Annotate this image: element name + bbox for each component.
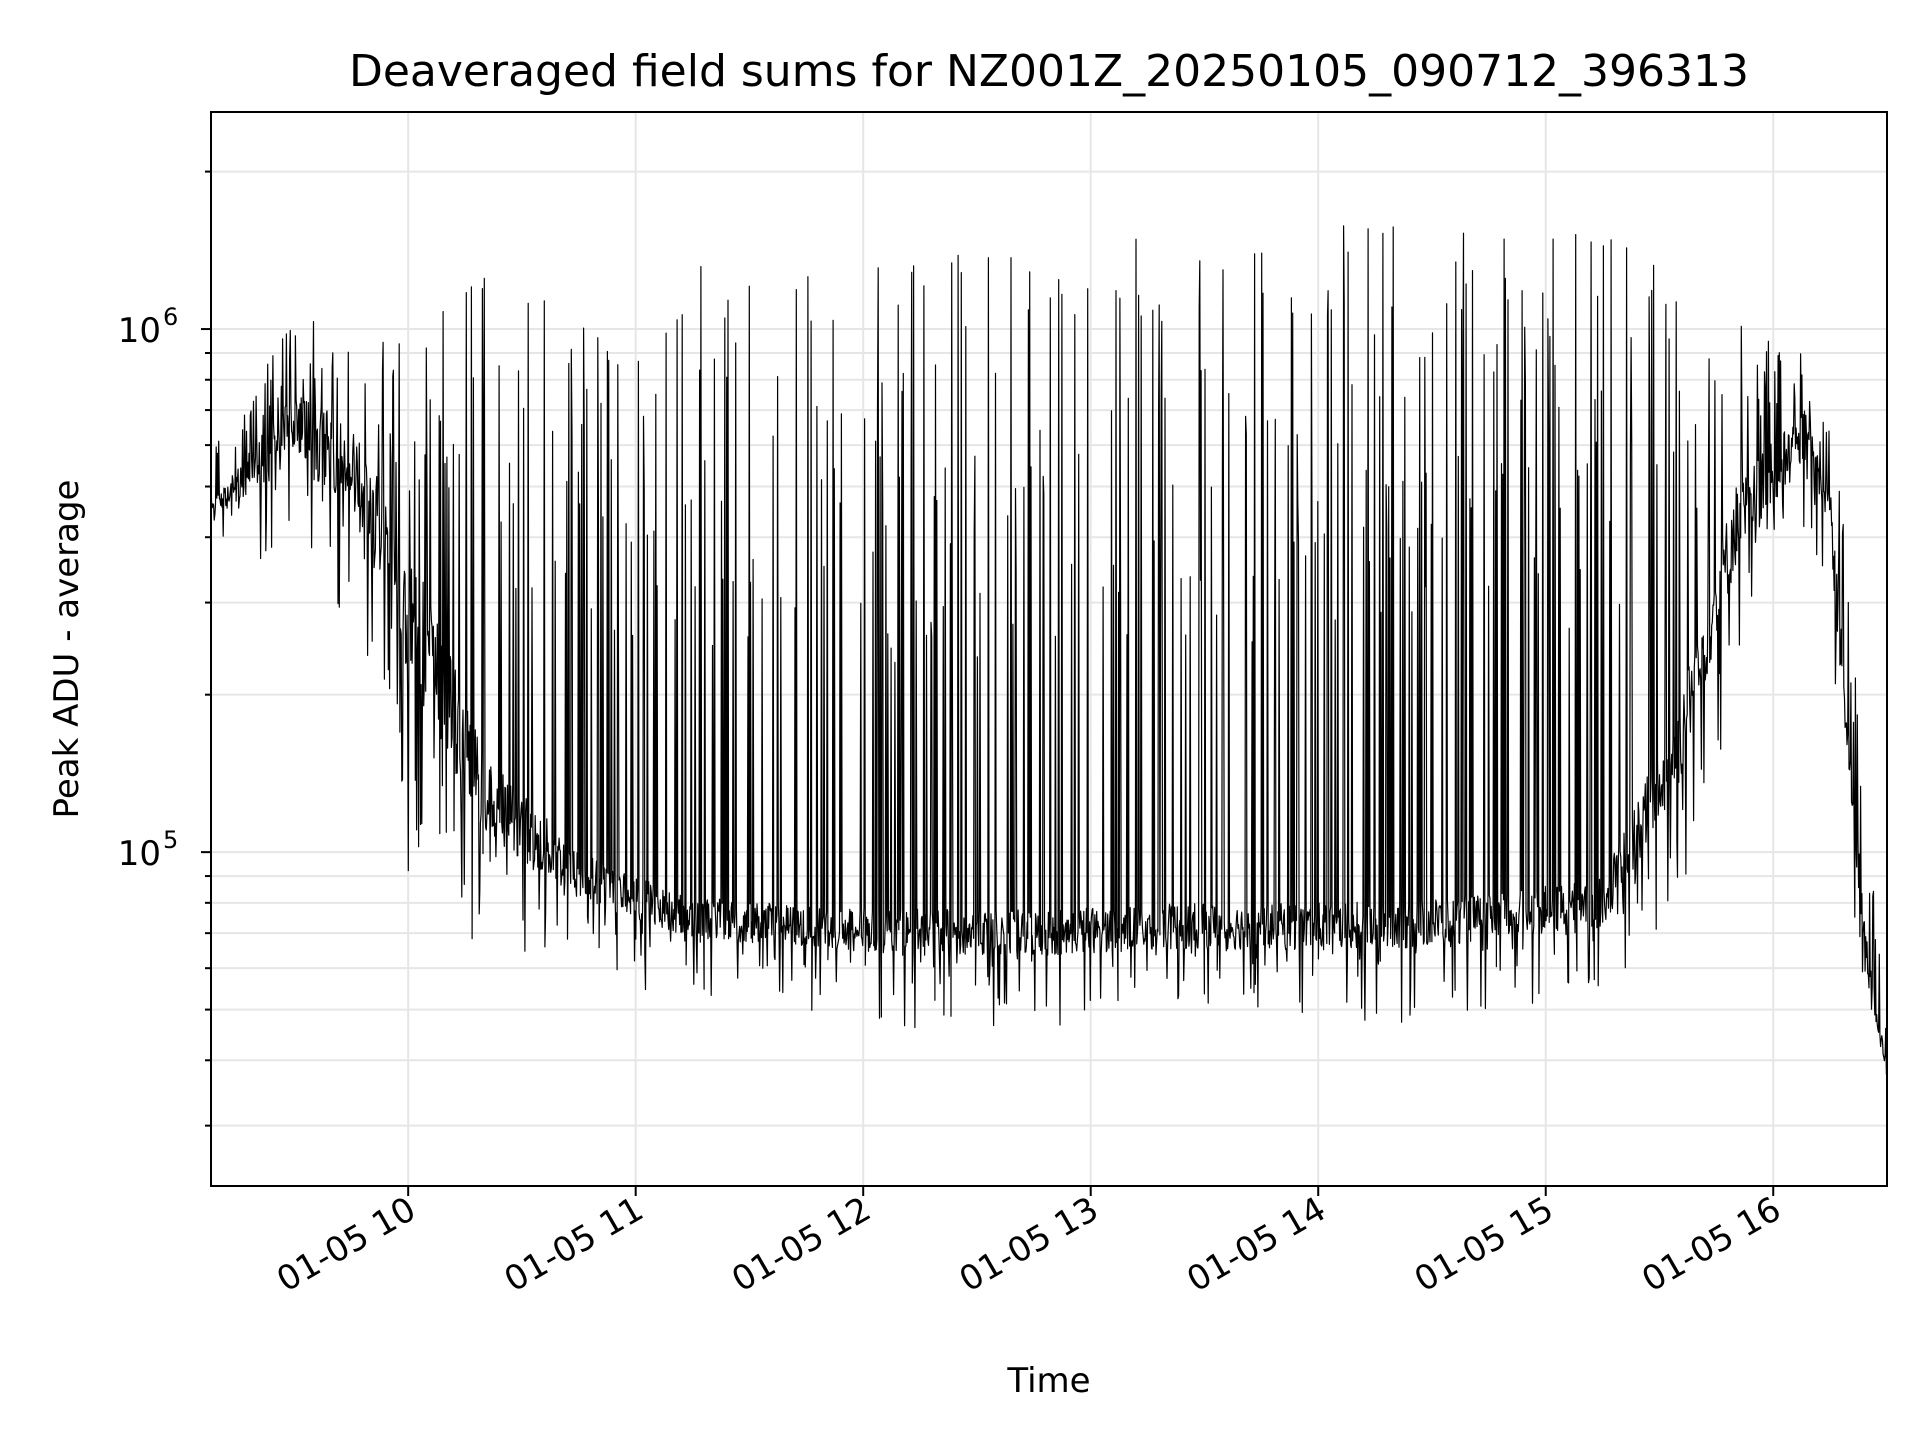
chart-title: Deaveraged field sums for NZ001Z_2025010… [349, 46, 1749, 97]
x-tick-label: 01-05 16 [1635, 1189, 1787, 1300]
data-series-line [210, 225, 1888, 1075]
series-line [210, 225, 1888, 1075]
y-axis-label: Peak ADU - average [47, 480, 87, 819]
y-tick-label: 10 [118, 311, 161, 351]
y-tick-exponent: 6 [163, 303, 178, 331]
x-tick-label: 01-05 14 [1180, 1189, 1332, 1300]
x-tick-label: 01-05 11 [498, 1189, 650, 1300]
grid-lines [211, 112, 1887, 1186]
y-tick-exponent: 5 [163, 826, 178, 854]
plot-frame [210, 111, 1888, 1187]
y-tick-label: 10 [118, 834, 161, 874]
x-axis-label: Time [1006, 1361, 1090, 1401]
x-tick-label: 01-05 15 [1408, 1189, 1560, 1300]
x-tick-label: 01-05 12 [725, 1189, 877, 1300]
x-tick-label: 01-05 10 [270, 1189, 422, 1300]
x-tick-label: 01-05 13 [953, 1189, 1105, 1300]
